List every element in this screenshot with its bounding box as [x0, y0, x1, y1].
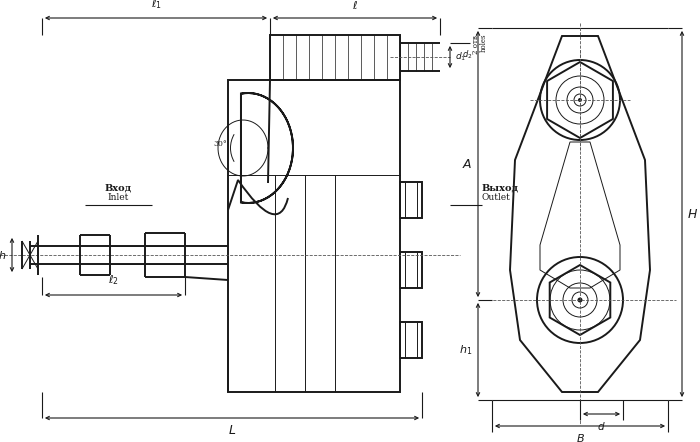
Text: $A$: $A$ [461, 157, 472, 171]
Text: $h$: $h$ [0, 249, 6, 261]
Text: $d$: $d$ [597, 420, 606, 432]
Text: 30°: 30° [213, 140, 227, 148]
Text: Inlet: Inlet [107, 193, 129, 202]
Text: Outlet: Outlet [482, 193, 511, 202]
Text: $ℓ$: $ℓ$ [352, 0, 358, 11]
Text: $ℓ_1$: $ℓ_1$ [150, 0, 162, 11]
Text: $ℓ_2$: $ℓ_2$ [108, 273, 119, 287]
Text: $d_1$: $d_1$ [455, 51, 466, 63]
Text: $h_1$: $h_1$ [458, 343, 472, 357]
Circle shape [578, 297, 582, 302]
Text: Выход: Выход [482, 183, 519, 192]
Text: holes: holes [480, 34, 488, 52]
Text: $d_2$: $d_2$ [462, 49, 472, 61]
Text: 2 отв.: 2 отв. [472, 32, 480, 53]
Text: Вход: Вход [104, 183, 132, 192]
Text: $L$: $L$ [228, 424, 236, 437]
Circle shape [578, 98, 582, 102]
Text: $B$: $B$ [575, 432, 584, 442]
Text: $H$: $H$ [687, 207, 698, 221]
